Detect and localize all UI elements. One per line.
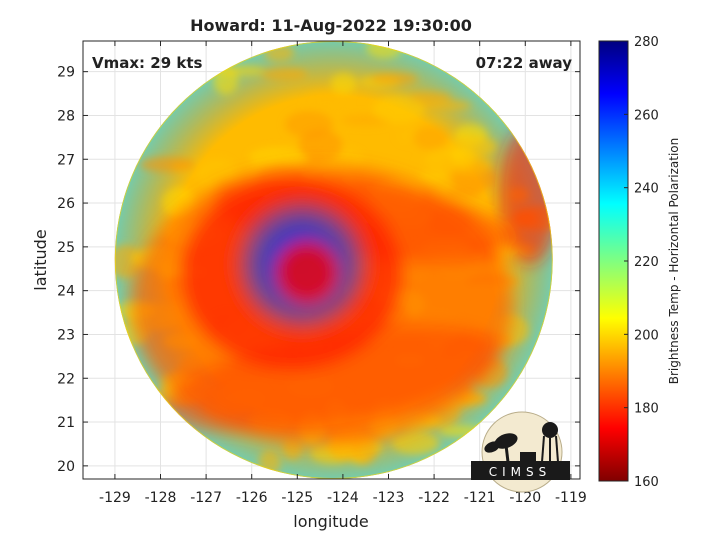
cimss-logo: CIMSS: [471, 411, 570, 493]
time-away-annotation: 07:22 away: [476, 54, 573, 72]
storm-eye: [274, 240, 339, 305]
colorbar-tick-label: 180: [634, 402, 659, 417]
chart-title: Howard: 11-Aug-2022 19:30:00: [190, 16, 472, 35]
texture-cell: [373, 95, 425, 124]
vmax-annotation: Vmax: 29 kts: [92, 54, 202, 72]
x-tick-label: -125: [281, 490, 313, 506]
logo-text: CIMSS: [489, 465, 552, 479]
y-tick-label: 29: [57, 65, 75, 81]
y-tick-label: 24: [57, 284, 75, 300]
y-tick-label: 25: [57, 240, 75, 256]
plot-frame: [82, 40, 581, 480]
colorbar-label: Brightness Temp - Horizontal Polarizatio…: [667, 138, 681, 385]
x-tick-label: -119: [555, 490, 587, 506]
colorbar-tick-label: 200: [634, 328, 659, 343]
texture-cell: [448, 135, 497, 157]
texture-cell: [139, 156, 195, 173]
y-tick-label: 26: [57, 196, 75, 212]
x-tick-label: -122: [418, 490, 450, 506]
x-axis-ticks: -129 -128 -127 -126 -125 -124 -123 -122 -121 -120…: [99, 41, 587, 506]
y-axis-ticks: 20 21 22 23 24 25 26 27 28 29: [57, 65, 580, 475]
y-axis-label: latitude: [31, 229, 50, 290]
y-tick-label: 28: [57, 108, 75, 124]
x-tick-label: -124: [327, 490, 359, 506]
colorbar-tick-label: 160: [634, 475, 659, 490]
texture-cell: [446, 186, 483, 199]
texture-cell: [371, 72, 418, 85]
x-tick-label: -129: [99, 490, 131, 506]
x-axis-label: longitude: [293, 512, 368, 531]
y-tick-label: 21: [57, 415, 75, 431]
texture-cell: [441, 155, 492, 175]
plot-area: [83, 41, 580, 479]
storm-south-band: [164, 326, 500, 433]
colorbar-tick-label: 260: [634, 108, 659, 123]
texture-cell: [282, 438, 302, 461]
storm-structure: [131, 124, 553, 445]
logo-banner: [471, 461, 570, 480]
swath-heatmap: [114, 41, 553, 479]
texture-cell: [330, 72, 357, 94]
texture-cell: [418, 171, 446, 183]
texture-cell: [392, 431, 440, 455]
texture-cell: [298, 129, 343, 163]
colorbar-tick-label: 220: [634, 255, 659, 270]
x-tick-label: -126: [236, 490, 268, 506]
colorbar-tick-label: 240: [634, 182, 659, 197]
x-tick-label: -128: [145, 490, 177, 506]
colorbar-ticks: 160 180 200 220 240 260 280: [624, 35, 659, 490]
y-tick-label: 22: [57, 371, 75, 387]
texture-cell: [261, 67, 308, 81]
y-tick-label: 20: [57, 459, 75, 475]
x-tick-label: -121: [464, 490, 496, 506]
texture-cell: [114, 244, 144, 279]
y-tick-label: 27: [57, 152, 75, 168]
water-tower-icon: [542, 422, 558, 438]
colorbar-tick-label: 280: [634, 35, 659, 50]
texture-cell: [305, 91, 349, 111]
x-tick-label: -127: [190, 490, 222, 506]
x-tick-label: -120: [509, 490, 541, 506]
texture-cell: [409, 91, 452, 103]
colorbar: [598, 40, 629, 482]
satellite-dish-icon: [494, 433, 518, 449]
y-tick-label: 23: [57, 327, 75, 343]
texture-cell: [413, 126, 448, 150]
x-tick-label: -123: [373, 490, 405, 506]
